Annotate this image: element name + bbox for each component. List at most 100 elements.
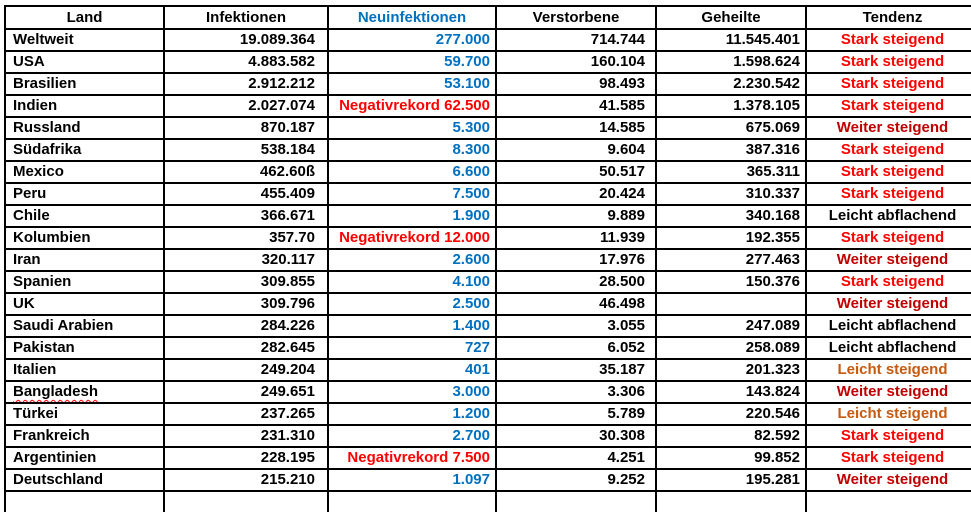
- cell-geheilte: 365.311: [655, 160, 807, 184]
- cell-land-text: Italien: [13, 361, 57, 378]
- cell-land: Türkei: [4, 402, 165, 426]
- cell-infektionen: 309.796: [163, 292, 329, 316]
- cell-geheilte: 150.376: [655, 270, 807, 294]
- cell-land-text: Südafrika: [13, 141, 82, 158]
- cell-verstorbene-text: 50.517: [599, 163, 645, 180]
- cell-verstorbene-text: 9.604: [607, 141, 645, 158]
- cell-geheilte: 11.545.401: [655, 28, 807, 52]
- cell-infektionen: 2.027.074: [163, 94, 329, 118]
- cell-infektionen-text: 455.409: [260, 185, 315, 202]
- cell-geheilte: 258.089: [655, 336, 807, 360]
- cell-neuinfektionen-text: 1.400: [452, 317, 490, 334]
- table-row: Argentinien 228.195 Negativrekord 7.500 4.2…: [4, 446, 971, 470]
- cell-tendenz: Weiter steigend: [805, 468, 971, 492]
- cell-tendenz-text: Stark steigend: [840, 141, 945, 158]
- cell-infektionen: 366.671: [163, 204, 329, 228]
- cell-infektionen-text: 870.187: [260, 119, 315, 136]
- cell-neuinfektionen: Negativrekord 7.500: [327, 446, 497, 470]
- cell-land: Iran: [4, 248, 165, 272]
- cell-tendenz: Stark steigend: [805, 160, 971, 184]
- cell-tendenz: Stark steigend: [805, 94, 971, 118]
- cell-infektionen-text: 249.204: [260, 361, 315, 378]
- cell-tendenz: Weiter steigend: [805, 292, 971, 316]
- cell-land-text: Mexico: [13, 163, 64, 180]
- cell-tendenz: Leicht abflachend: [805, 204, 971, 228]
- cell-infektionen: 228.195: [163, 446, 329, 470]
- table-row: Iran 320.117 2.600 17.976 277.463 Weiter stei…: [4, 248, 971, 272]
- table-row: UK 309.796 2.500 46.498 Weiter steigend: [4, 292, 971, 316]
- empty-cell: [163, 490, 329, 512]
- empty-cell: [655, 490, 807, 512]
- cell-verstorbene: 11.939: [495, 226, 657, 250]
- cell-verstorbene-text: 6.052: [607, 339, 645, 356]
- cell-tendenz-text: Stark steigend: [840, 273, 945, 290]
- cell-geheilte-text: 143.824: [745, 383, 800, 400]
- covid-statistics-table: Land Infektionen Neuinfektionen Verstorb…: [4, 5, 971, 512]
- cell-geheilte-text: 11.545.401: [725, 31, 800, 48]
- cell-tendenz-text: Leicht steigend: [837, 361, 948, 378]
- cell-neuinfektionen-text: 2.700: [452, 427, 490, 444]
- cell-verstorbene-text: 714.744: [590, 31, 645, 48]
- header-verstorbene: Verstorbene: [495, 5, 657, 30]
- cell-verstorbene-text: 46.498: [599, 295, 645, 312]
- cell-geheilte: 387.316: [655, 138, 807, 162]
- cell-infektionen: 215.210: [163, 468, 329, 492]
- cell-infektionen-text: 309.796: [260, 295, 315, 312]
- cell-land: Kolumbien: [4, 226, 165, 250]
- cell-geheilte: 195.281: [655, 468, 807, 492]
- header-infektionen: Infektionen: [163, 5, 329, 30]
- cell-tendenz-text: Leicht abflachend: [828, 317, 957, 334]
- cell-verstorbene-text: 9.889: [607, 207, 645, 224]
- cell-verstorbene: 714.744: [495, 28, 657, 52]
- cell-verstorbene: 9.252: [495, 468, 657, 492]
- cell-tendenz: Stark steigend: [805, 72, 971, 96]
- cell-tendenz: Leicht steigend: [805, 402, 971, 426]
- cell-infektionen-text: 237.265: [260, 405, 315, 422]
- cell-neuinfektionen-text: 8.300: [452, 141, 490, 158]
- cell-tendenz-text: Stark steigend: [840, 185, 945, 202]
- cell-geheilte-text: 310.337: [745, 185, 800, 202]
- cell-neuinfektionen: 7.500: [327, 182, 497, 206]
- table-row: USA 4.883.582 59.700 160.104 1.598.624 Stark …: [4, 50, 971, 74]
- cell-infektionen: 249.204: [163, 358, 329, 382]
- cell-geheilte: 247.089: [655, 314, 807, 338]
- cell-geheilte: 1.598.624: [655, 50, 807, 74]
- cell-neuinfektionen: Negativrekord 12.000: [327, 226, 497, 250]
- cell-infektionen: 462.60ß: [163, 160, 329, 184]
- cell-neuinfektionen: Negativrekord 62.500: [327, 94, 497, 118]
- cell-infektionen-text: 228.195: [260, 449, 315, 466]
- cell-land: Indien: [4, 94, 165, 118]
- cell-neuinfektionen-text: 7.500: [452, 185, 490, 202]
- cell-land-text: Türkei: [13, 405, 59, 422]
- cell-verstorbene: 9.889: [495, 204, 657, 228]
- cell-land: Pakistan: [4, 336, 165, 360]
- cell-neuinfektionen-text: 2.500: [452, 295, 490, 312]
- cell-tendenz-text: Leicht abflachend: [828, 339, 957, 356]
- header-geheilte: Geheilte: [655, 5, 807, 30]
- cell-tendenz-text: Weiter steigend: [836, 383, 949, 400]
- cell-geheilte: 99.852: [655, 446, 807, 470]
- table-row: Mexico 462.60ß 6.600 50.517 365.311 Stark ste…: [4, 160, 971, 184]
- cell-neuinfektionen: 59.700: [327, 50, 497, 74]
- cell-neuinfektionen: 6.600: [327, 160, 497, 184]
- cell-verstorbene: 5.789: [495, 402, 657, 426]
- cell-infektionen: 309.855: [163, 270, 329, 294]
- cell-geheilte-text: 258.089: [745, 339, 800, 356]
- cell-neuinfektionen: 1.097: [327, 468, 497, 492]
- cell-verstorbene-text: 35.187: [599, 361, 645, 378]
- cell-geheilte-text: 201.323: [745, 361, 800, 378]
- cell-verstorbene: 9.604: [495, 138, 657, 162]
- header-tendenz: Tendenz: [805, 5, 971, 30]
- cell-neuinfektionen-text: 59.700: [444, 53, 490, 70]
- cell-verstorbene: 35.187: [495, 358, 657, 382]
- cell-verstorbene-text: 11.939: [599, 229, 645, 246]
- cell-neuinfektionen-text: Negativrekord 62.500: [339, 97, 490, 114]
- cell-land-text: Argentinien: [13, 449, 97, 466]
- cell-tendenz: Stark steigend: [805, 226, 971, 250]
- cell-tendenz-text: Weiter steigend: [836, 251, 949, 268]
- cell-tendenz: Weiter steigend: [805, 380, 971, 404]
- cell-geheilte-text: 1.378.105: [733, 97, 800, 114]
- cell-neuinfektionen-text: 3.000: [452, 383, 490, 400]
- cell-tendenz-text: Stark steigend: [840, 163, 945, 180]
- cell-tendenz-text: Stark steigend: [840, 427, 945, 444]
